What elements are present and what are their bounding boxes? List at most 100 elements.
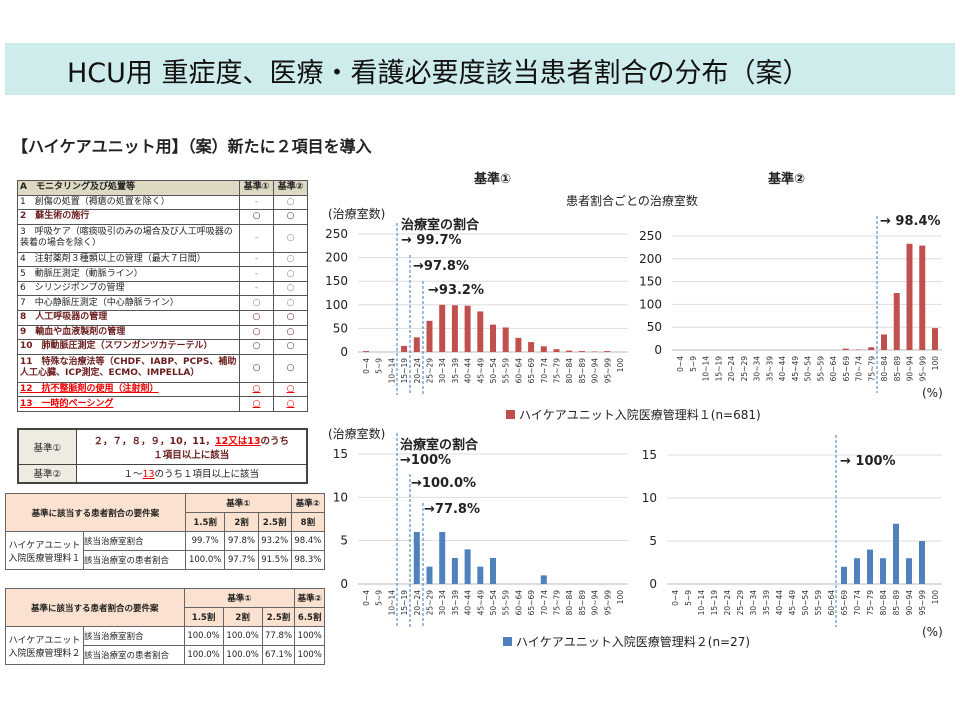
x-tick-label: 90~94 (591, 358, 600, 384)
bar (540, 575, 547, 584)
bar (363, 351, 369, 352)
bar (490, 324, 496, 352)
bar (477, 311, 484, 352)
y-tick-label: 0 (340, 577, 348, 591)
x-tick-label: 70~74 (853, 590, 862, 616)
bar (426, 320, 433, 352)
x-tick-label: 50~54 (801, 590, 810, 616)
bar (477, 566, 484, 584)
x-tick-label: 35~39 (451, 358, 460, 384)
y-tick-label: 200 (639, 252, 662, 266)
annotation-bl-a: →100% (400, 453, 452, 468)
x-tick-label: 45~49 (788, 590, 797, 616)
y-tick-label: 50 (647, 320, 662, 334)
x-tick-label: 15~19 (714, 356, 723, 382)
y-tick-label: 150 (639, 275, 662, 289)
annotation-tl-c: →93.2% (428, 283, 484, 298)
x-tick-label: 75~79 (553, 590, 562, 616)
bar (490, 558, 496, 584)
x-tick-label: 65~69 (527, 590, 536, 616)
x-tick-label: 35~39 (451, 590, 460, 616)
x-tick-label: 0~4 (676, 356, 685, 372)
x-tick-label: 40~44 (778, 356, 787, 382)
x-tick-label: 45~49 (476, 358, 485, 384)
x-tick-label: 95~99 (918, 356, 927, 382)
bar (893, 293, 900, 350)
x-tick-label: 30~34 (438, 358, 447, 384)
x-tick-label: 80~84 (880, 356, 889, 382)
bar (439, 304, 446, 352)
table-row: 7 中心静脈圧測定（中心静脈ライン） ○ ○ (17, 295, 308, 311)
x-tick-label: 85~89 (578, 590, 587, 616)
x-tick-label: 40~44 (464, 358, 473, 384)
table-row: 該当治療室の患者割合 100.0% 97.7% 91.5% 98.3% (6, 550, 326, 570)
table-row: 該当治療室の患者割合 100.0% 100.0% 67.1% 100% (6, 645, 325, 665)
x-tick-label: 70~74 (540, 358, 549, 384)
x-tick-label: 50~54 (489, 358, 498, 384)
x-tick-label: 55~59 (816, 356, 825, 382)
x-tick-label: 15~19 (400, 590, 409, 616)
bar (854, 558, 860, 584)
x-tick-label: 0~4 (362, 590, 371, 606)
x-tick-label: 35~39 (765, 356, 774, 382)
x-tick-label: 70~74 (855, 356, 864, 382)
requirement-table-2: 基準に該当する患者割合の要件案 基準① 基準② 1.5割 2割 2.5割 6.5割 ハイケ… (5, 588, 325, 665)
x-tick-label: 10~14 (387, 358, 396, 384)
criteria-2-mark: ○ (273, 251, 308, 268)
item-label: 11 特殊な治療法等（CHDF、IABP、PCPS、補助人工心臓、ICP測定、E… (17, 353, 240, 383)
chart-caption: 患者割合ごとの治療室数 (566, 194, 698, 208)
table-row: 4 注射薬剤３種類以上の管理（最大７日間） - ○ (17, 251, 308, 268)
x-tick-label: 55~59 (502, 358, 511, 384)
bar (867, 549, 873, 584)
bar (578, 351, 585, 352)
table-row: ハイケアユニット入院医療管理料１ 該当治療室割合 99.7% 97.8% 93.2% 98… (5, 531, 326, 570)
x-tick-label: 65~69 (840, 590, 849, 616)
x-tick-label: 95~99 (603, 358, 612, 384)
subtitle: 【ハイケアユニット用】（案）新たに２項目を導入 (12, 137, 372, 156)
x-tick-label: 75~79 (553, 358, 562, 384)
x-tick-label: 80~84 (879, 590, 888, 616)
y-tick-label: 100 (639, 297, 662, 311)
y-tick-label: 200 (325, 251, 348, 265)
x-tick-label: 75~79 (867, 356, 876, 382)
x-tick-label: 100 (616, 590, 625, 605)
x-tick-label: 25~29 (426, 590, 435, 616)
y-tick-label: 150 (325, 274, 348, 288)
x-tick-label: 50~54 (489, 590, 498, 616)
bar (932, 328, 938, 350)
table-row: 13 一時的ペーシング ○ ○ (17, 396, 308, 412)
monitoring-items-table: A モニタリング及び処置等 基準① 基準② 1 創傷の処置（褥瘡の処置を除く） - ○ 2 … (17, 180, 308, 412)
y-tick-label: 0 (340, 345, 348, 359)
y-axis-label-bottom: (治療室数) (328, 427, 386, 441)
x-tick-label: 55~59 (502, 590, 511, 616)
bar (880, 558, 886, 584)
x-tick-label: 70~74 (540, 590, 549, 616)
x-tick-label: 35~39 (762, 590, 771, 616)
x-tick-label: 5~9 (689, 356, 698, 372)
x-tick-label: 5~9 (684, 590, 693, 606)
bar (604, 351, 611, 352)
y-tick-label: 5 (340, 534, 348, 548)
x-tick-label: 10~14 (702, 356, 711, 382)
x-tick-label: 60~64 (514, 358, 523, 384)
criteria-1-mark: - (239, 223, 274, 253)
x-tick-label: 85~89 (893, 356, 902, 382)
x-tick-label: 90~94 (905, 590, 914, 616)
bar (502, 327, 509, 352)
legend-top: ハイケアユニット入院医療管理料１(n=681) (506, 406, 761, 423)
x-tick-label: 25~29 (426, 358, 435, 384)
x-tick-label: 40~44 (775, 590, 784, 616)
annotation-bl-c: →77.8% (424, 502, 480, 517)
bar (451, 305, 458, 352)
x-tick-label: 15~19 (710, 590, 719, 616)
x-tick-label: 20~24 (413, 590, 422, 616)
bar (919, 245, 926, 350)
criteria-2-label: 基準② (17, 463, 77, 484)
y-tick-label: 0 (654, 343, 662, 357)
annotation-bl-title: 治療室の割合 (400, 438, 479, 453)
criteria-1-label: 基準① (17, 428, 77, 465)
x-tick-label: 20~24 (413, 358, 422, 384)
x-tick-label: 40~44 (464, 590, 473, 616)
x-tick-label: 60~64 (827, 590, 836, 616)
x-tick-label: 95~99 (603, 590, 612, 616)
